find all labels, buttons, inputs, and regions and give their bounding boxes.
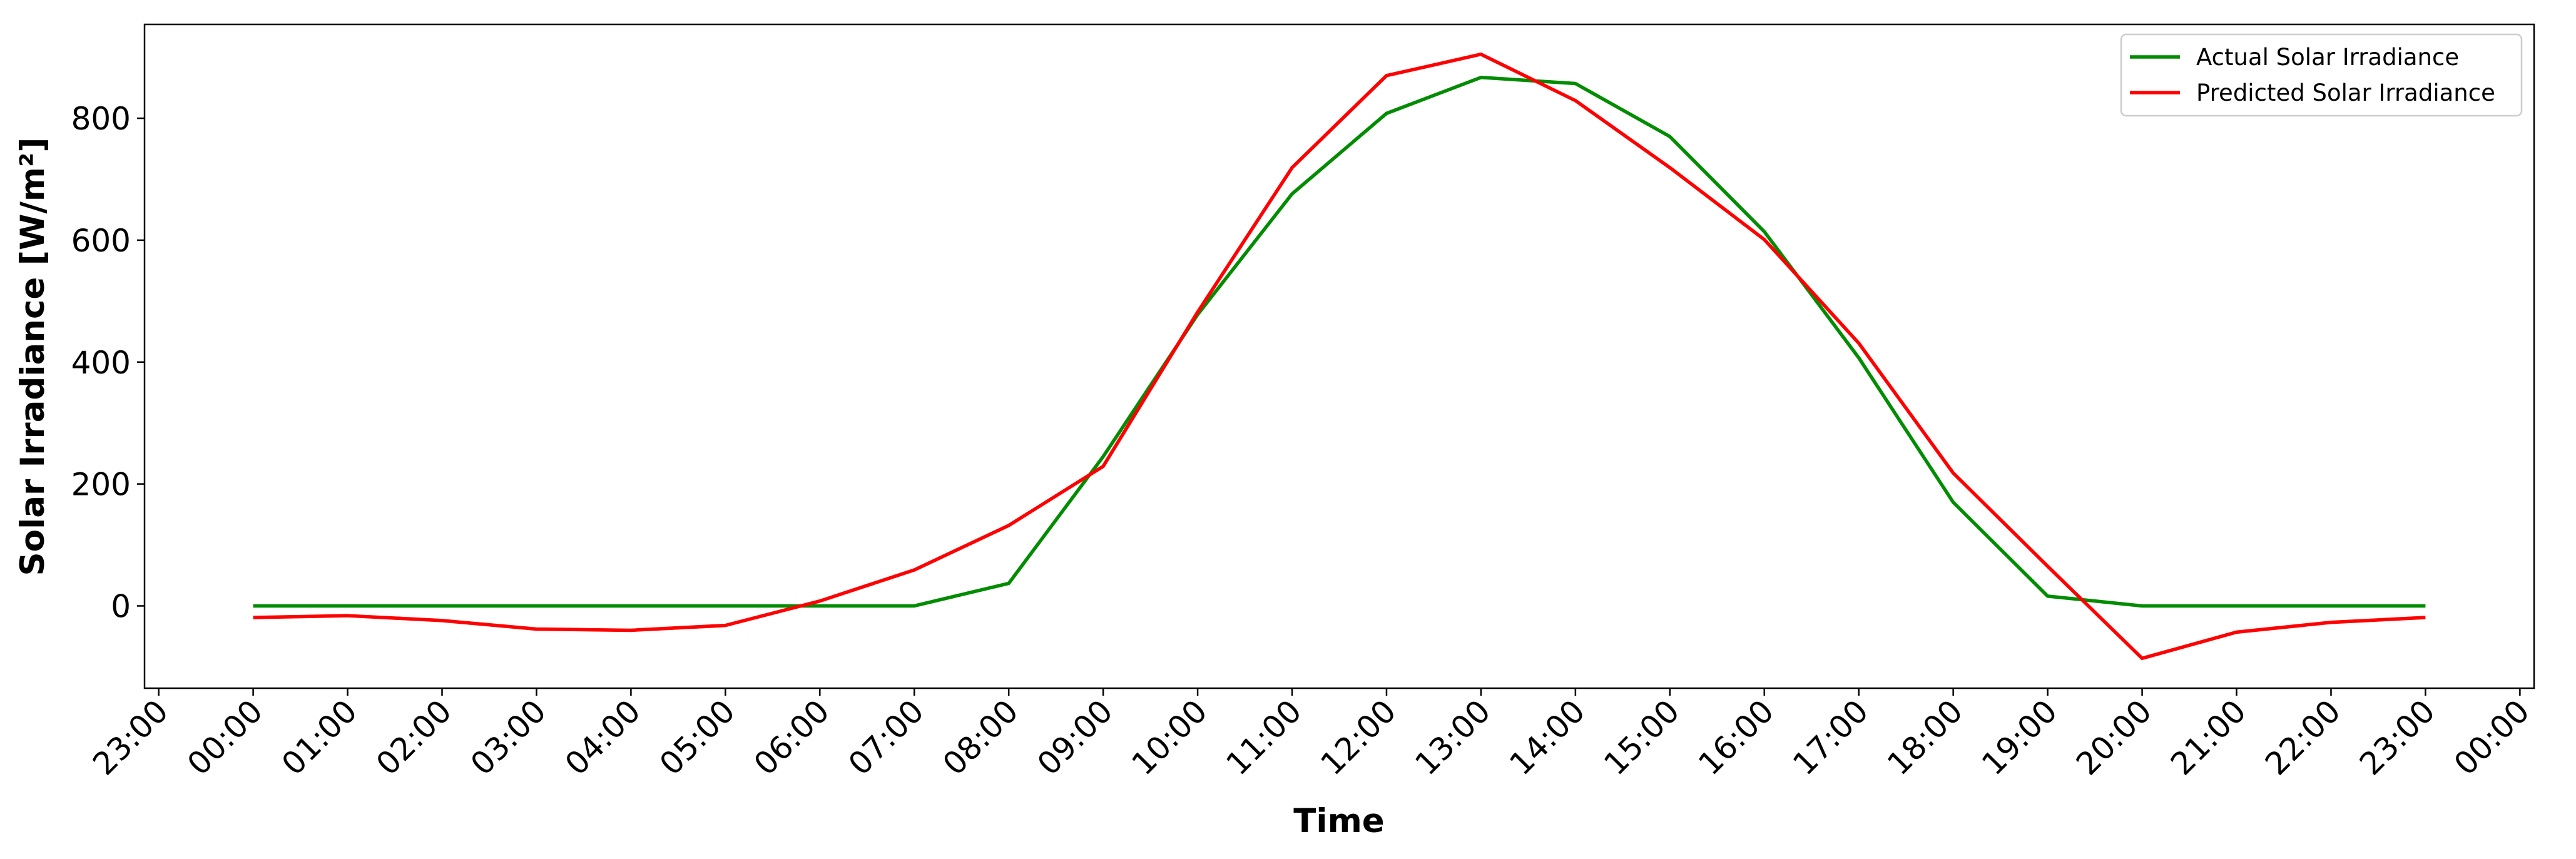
legend-label: Predicted Solar Irradiance: [2196, 79, 2495, 106]
y-axis-label: Solar Irradiance [W/m²]: [14, 138, 52, 576]
legend-label: Actual Solar Irradiance: [2196, 44, 2459, 71]
y-tick-label: 200: [71, 467, 131, 503]
y-tick-label: 400: [71, 345, 131, 381]
y-tick-label: 0: [111, 588, 131, 624]
plot-frame: [143, 23, 2535, 689]
y-tick-label: 800: [71, 101, 131, 137]
series-line: [253, 76, 2426, 608]
x-axis-label: Time: [1293, 802, 1385, 840]
legend-box: [2120, 33, 2523, 117]
series-line: [253, 52, 2426, 661]
y-tick-label: 600: [71, 223, 131, 259]
